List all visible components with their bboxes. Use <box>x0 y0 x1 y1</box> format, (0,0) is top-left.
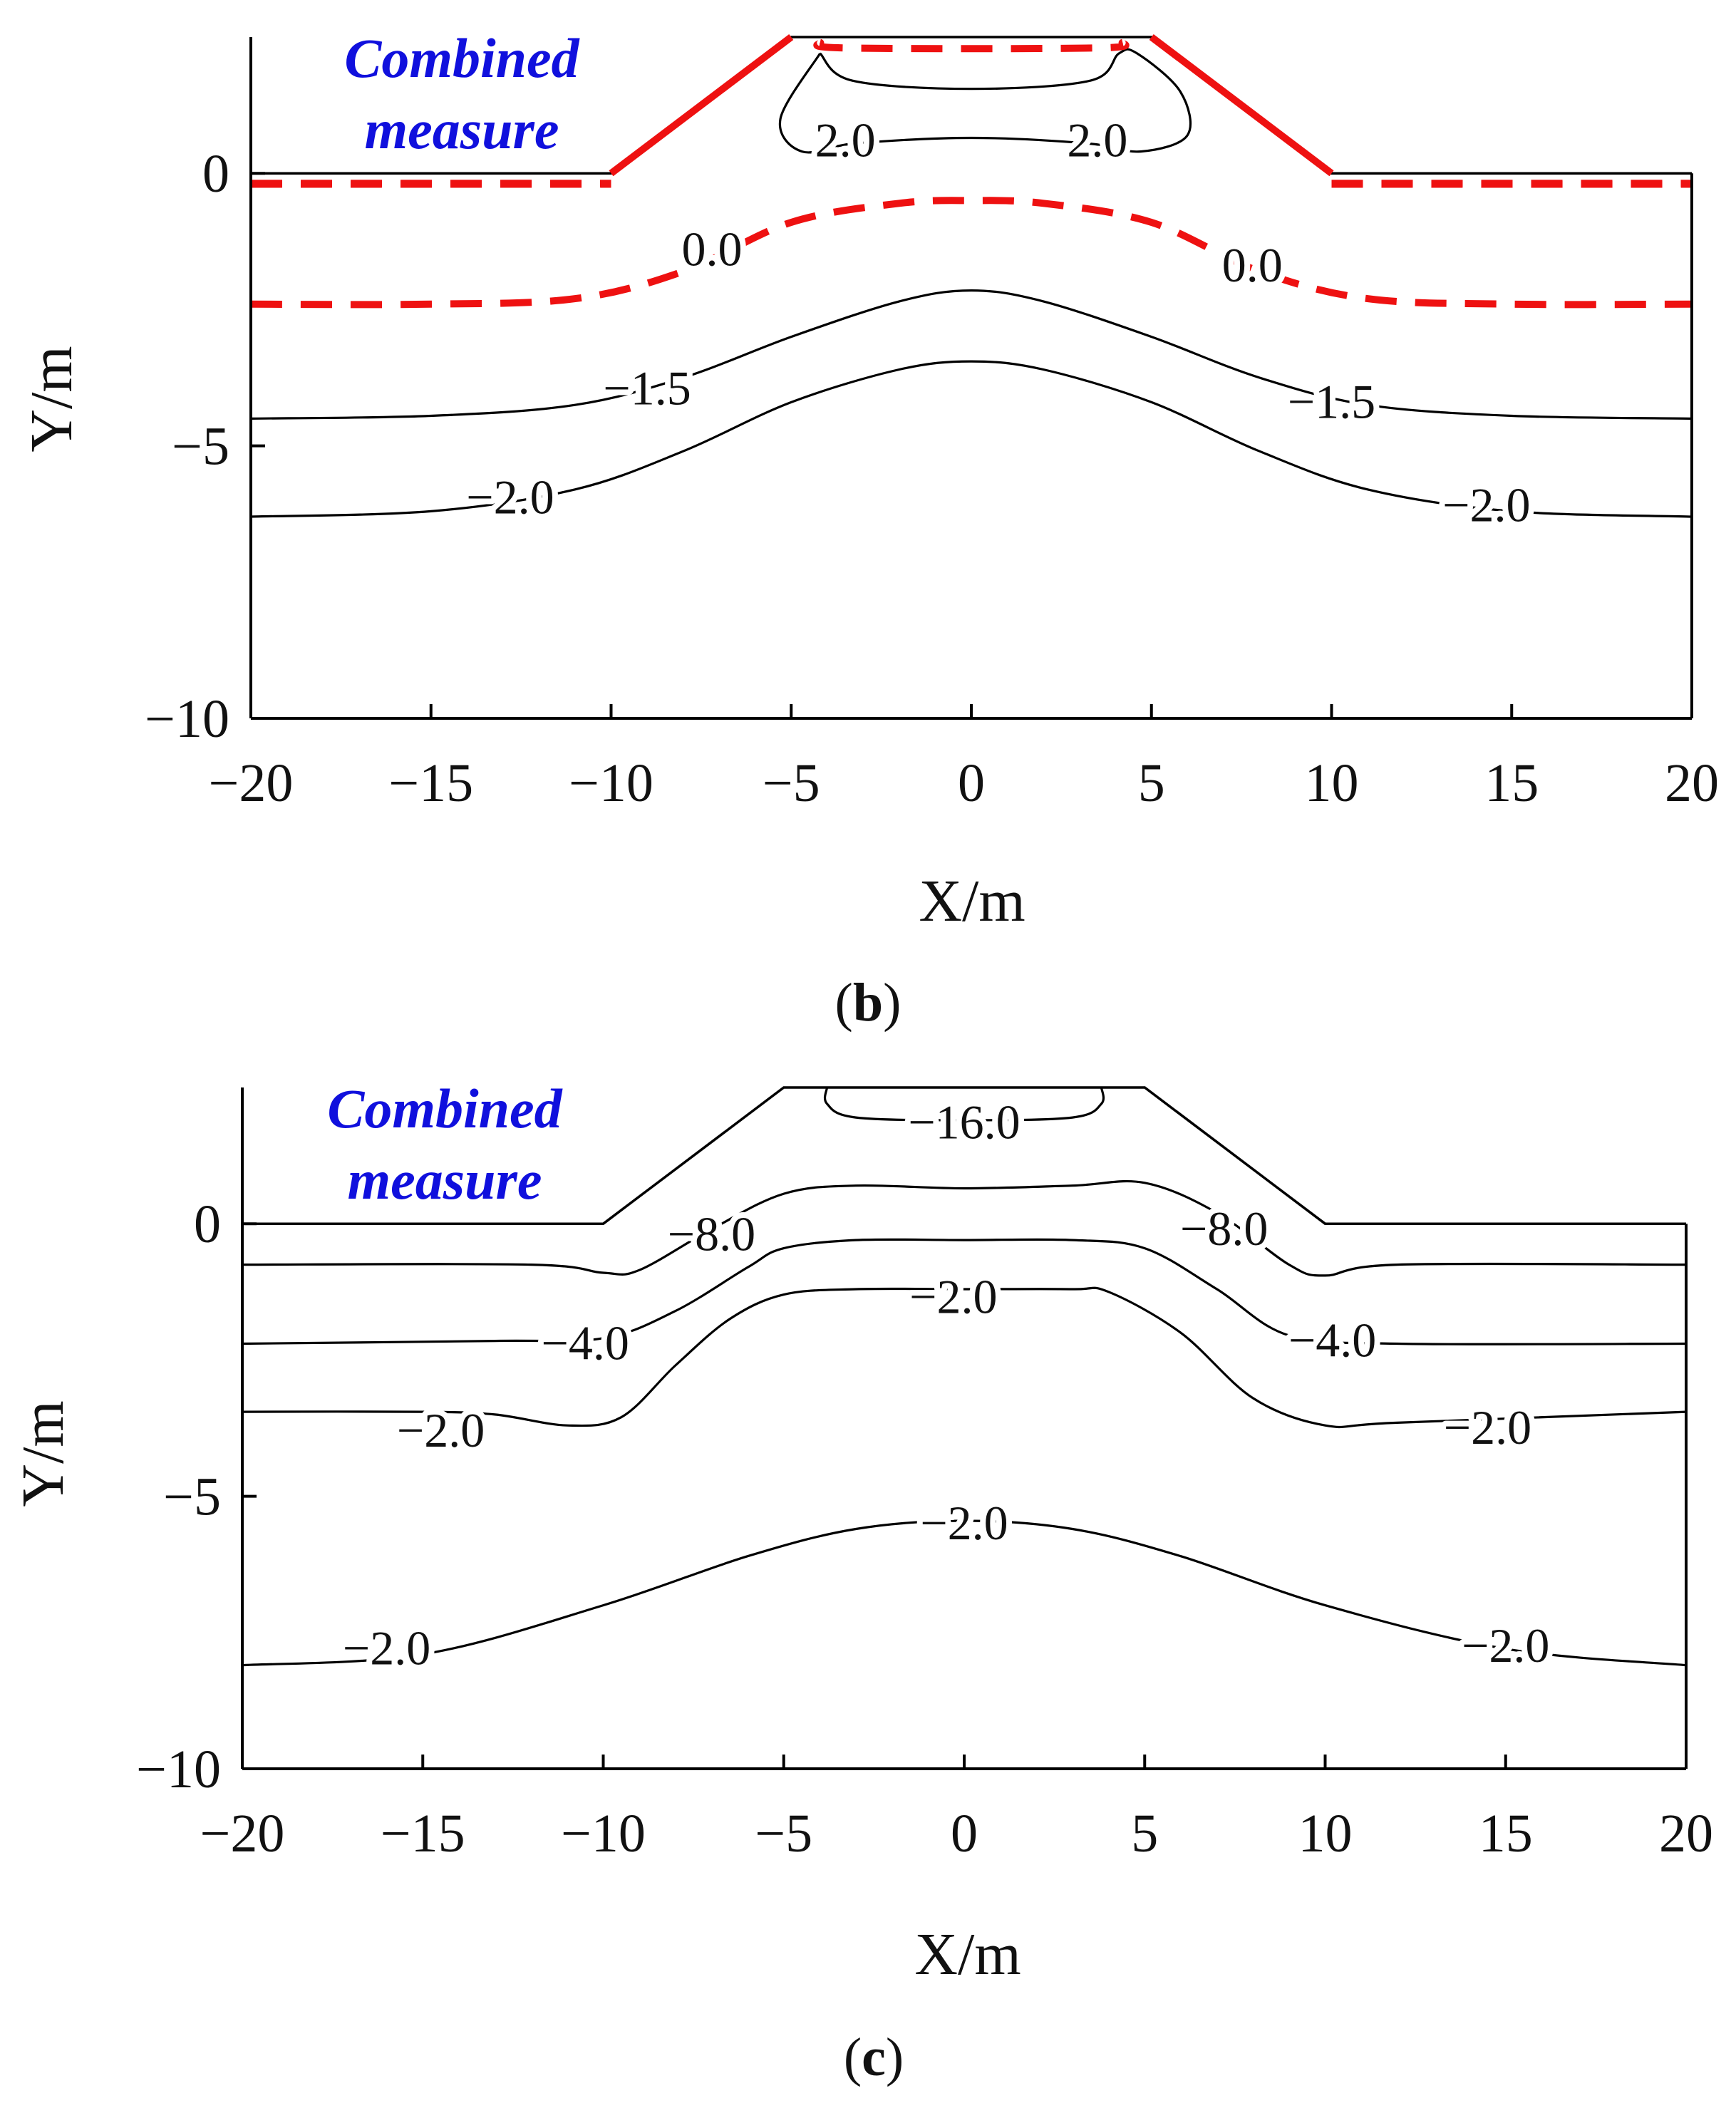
panel-b-contour-label: 0.0 <box>1222 238 1283 292</box>
panel-b-x-axis-title: X/m <box>919 868 1025 934</box>
panel-b-x-tick-label: −10 <box>569 753 653 813</box>
panel-b-slope-highlight <box>1149 34 1334 177</box>
panel-c-contour-label: −2.0 <box>343 1621 430 1675</box>
panel-c-y-tick-label: −10 <box>136 1740 221 1799</box>
panel-b-caption-letter: b <box>853 973 883 1033</box>
panel-b-annotation-line2: measure <box>365 98 559 160</box>
panel-b-y-tick-label: 0 <box>202 144 229 204</box>
panel-c-x-tick-label: 0 <box>951 1804 978 1864</box>
panel-b-contour-label: −2.0 <box>466 470 554 524</box>
panel-b-contour-label: −1.5 <box>1288 374 1375 428</box>
panel-c-contour-line <box>242 1519 1687 1667</box>
panel-c-contour-label: −2.0 <box>920 1496 1008 1550</box>
panel-c-x-tick-label: −20 <box>200 1804 285 1864</box>
panel-b: 2.0 2.0 0.0 0.0 −1.5 −1.5 −2.0 −2.0 −20 −15 −10 −5 0… <box>19 27 1719 1033</box>
panel-b-contour-line <box>250 360 1693 518</box>
panel-b-caption-close: ) <box>883 973 901 1033</box>
panel-c-x-axis-title: X/m <box>914 1921 1021 1988</box>
panel-c-x-tick-label: 20 <box>1659 1804 1713 1864</box>
panel-b-x-tick-label: −15 <box>388 753 473 813</box>
panel-b-slope-highlight <box>609 34 794 177</box>
panel-c-y-tick-label: 0 <box>194 1194 221 1254</box>
panel-b-contour-line <box>813 38 1130 53</box>
panel-b-contour-label: 2.0 <box>815 113 876 167</box>
panel-c-contour-label: −8.0 <box>668 1206 755 1261</box>
panel-c-x-tick-label: −5 <box>755 1804 812 1864</box>
panel-c-contour-line <box>242 1179 1687 1277</box>
panel-c-caption-letter: c <box>862 2027 886 2087</box>
panel-b-contour-label: 2.0 <box>1067 113 1127 167</box>
panel-b-y-tick-label: −10 <box>145 689 229 749</box>
panel-b-plot: 2.0 2.0 0.0 0.0 −1.5 −1.5 −2.0 −2.0 −20 −15 −10 −5 0… <box>145 34 1719 813</box>
panel-b-caption-open: ( <box>835 973 853 1033</box>
panel-b-contour-label: −1.5 <box>603 361 691 415</box>
panel-c-x-tick-label: 5 <box>1131 1804 1158 1864</box>
panel-c-y-axis-title: Y/m <box>10 1400 76 1507</box>
panel-c-x-tick-label: −15 <box>381 1804 465 1864</box>
panel-c-caption-open: ( <box>844 2027 862 2087</box>
panel-c-x-tick-label: −10 <box>561 1804 646 1864</box>
panel-c-plot: −16.0 −8.0 −8.0 −4.0 −4.0 −2.0 −2.0 −2.0 −2.0 −2.… <box>136 1086 1713 1864</box>
panel-c-contour-label: −4.0 <box>1288 1313 1376 1368</box>
panel-b-annotation-line1: Combined <box>344 27 579 89</box>
panel-b-contour-label: −2.0 <box>1442 478 1530 532</box>
panel-c-y-tick-label: −5 <box>163 1467 221 1527</box>
panel-c-contour-label: −2.0 <box>909 1269 997 1323</box>
panel-b-contour-line <box>778 48 1192 154</box>
panel-c-caption-close: ) <box>886 2027 904 2087</box>
panel-b-embankment-outline <box>251 36 1692 175</box>
panel-b-y-axis-title: Y/m <box>19 346 85 452</box>
panel-c-embankment-outline <box>242 1086 1686 1225</box>
panel-c-contour-label: −16.0 <box>908 1095 1020 1149</box>
panel-c-annotation-line1: Combined <box>327 1078 562 1140</box>
panel-c: −16.0 −8.0 −8.0 −4.0 −4.0 −2.0 −2.0 −2.0 −2.0 −2.… <box>10 1078 1713 2087</box>
panel-b-caption: (b) <box>835 973 901 1033</box>
panel-b-contour-line <box>250 197 1693 309</box>
panel-c-contour-label: −2.0 <box>1444 1400 1531 1454</box>
panel-b-x-tick-label: −5 <box>763 753 820 813</box>
panel-c-contour-line <box>823 1087 1105 1122</box>
panel-c-contour-label: −2.0 <box>1462 1618 1549 1673</box>
panel-b-contour-label: 0.0 <box>682 222 743 276</box>
panel-b-x-tick-label: 15 <box>1484 753 1539 813</box>
panel-c-caption: (c) <box>844 2027 904 2087</box>
panel-c-contour-label: −2.0 <box>397 1403 485 1457</box>
panel-b-y-tick-label: −5 <box>172 417 229 477</box>
panel-c-x-tick-label: 10 <box>1298 1804 1353 1864</box>
panel-b-contour-line <box>250 289 1693 420</box>
panel-b-x-tick-label: 5 <box>1138 753 1165 813</box>
panel-c-contour-line <box>242 1286 1687 1429</box>
panel-b-x-tick-label: 0 <box>958 753 985 813</box>
panel-c-contour-line <box>242 1238 1687 1345</box>
panel-c-annotation-line2: measure <box>348 1149 542 1211</box>
panel-b-x-tick-label: 10 <box>1305 753 1359 813</box>
panel-c-contour-label: −4.0 <box>541 1316 629 1370</box>
panel-b-x-tick-label: 20 <box>1665 753 1719 813</box>
panel-b-x-tick-label: −20 <box>209 753 294 813</box>
panel-c-contour-label: −8.0 <box>1180 1202 1268 1256</box>
panel-c-x-tick-label: 15 <box>1479 1804 1533 1864</box>
